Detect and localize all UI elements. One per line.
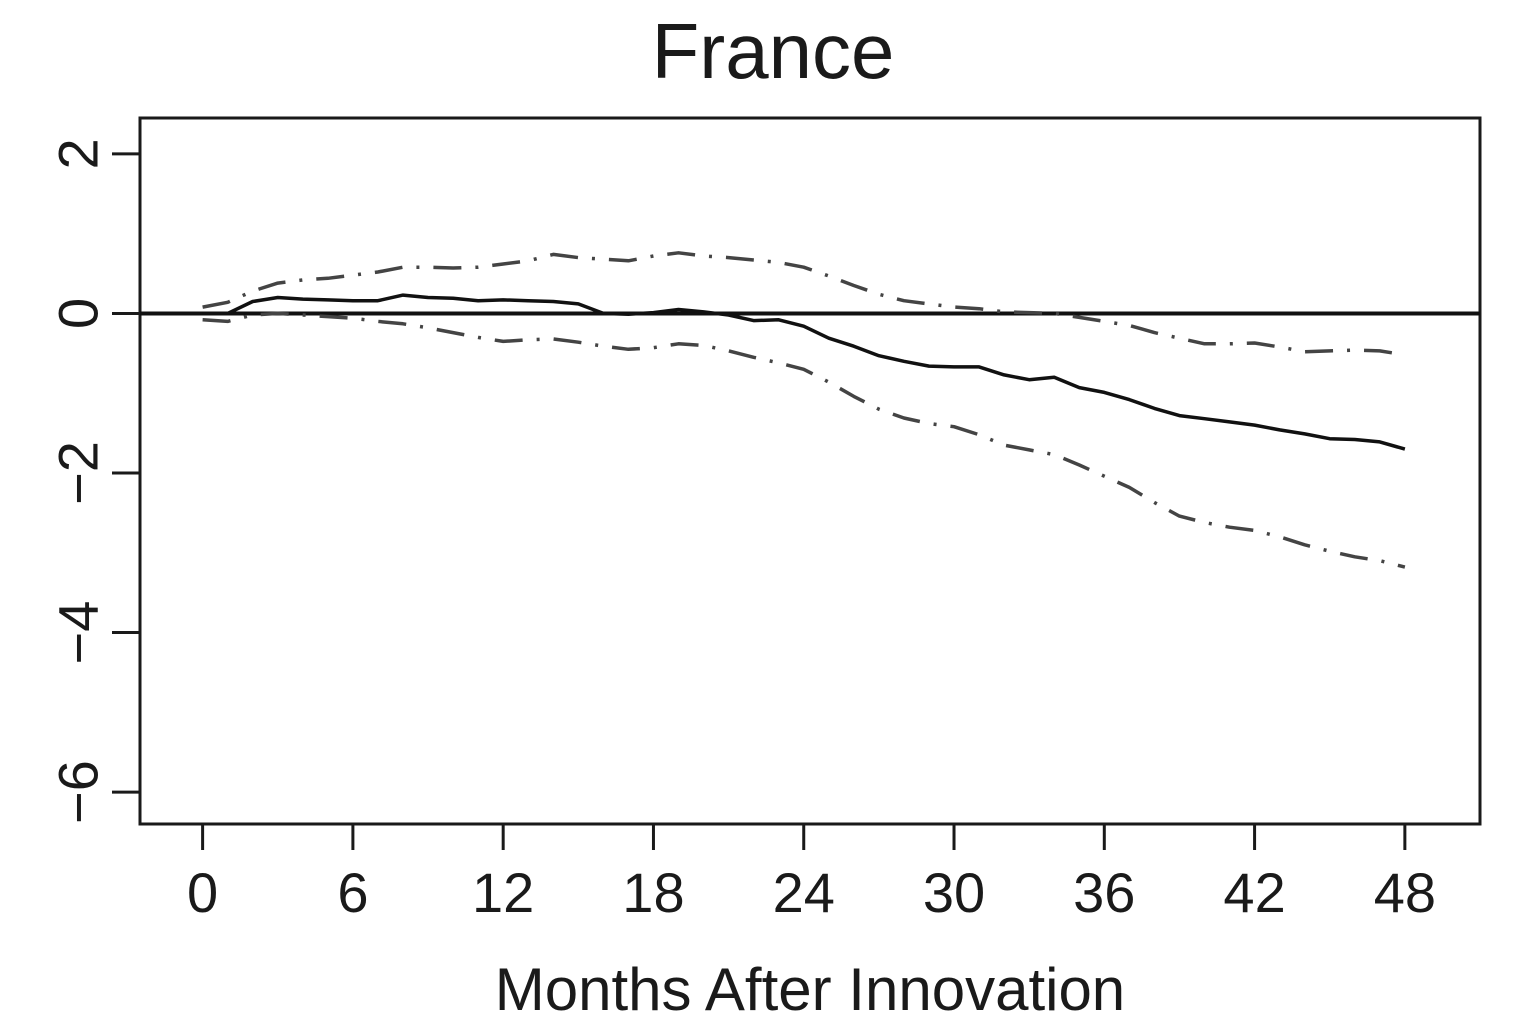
x-axis-label: Months After Innovation [495,956,1125,1023]
x-tick-label: 0 [187,861,218,924]
x-tick-label: 48 [1374,861,1436,924]
plot-frame [138,116,1482,826]
y-tick-label: −4 [47,601,110,665]
x-tick-label: 42 [1223,861,1285,924]
series-line-upper-band [202,251,1406,357]
y-tick-label: 0 [47,298,110,329]
x-axis: 0 6 12 18 24 30 36 42 48 [187,824,1436,924]
x-tick-label: 36 [1073,861,1135,924]
chart-title: France [652,7,895,95]
x-tick-label: 18 [622,861,684,924]
series-line-lower-band [202,311,1406,569]
x-tick-label: 12 [472,861,534,924]
x-tick-label: 30 [923,861,985,924]
y-tick-label: −6 [47,760,110,824]
x-tick-label: 6 [337,861,368,924]
series-layer [202,251,1406,569]
y-tick-label: 2 [47,138,110,169]
x-tick-label: 24 [773,861,835,924]
series-line-response [202,293,1406,451]
y-axis: −6 −4 −2 0 2 [47,138,140,824]
y-tick-label: −2 [47,441,110,505]
